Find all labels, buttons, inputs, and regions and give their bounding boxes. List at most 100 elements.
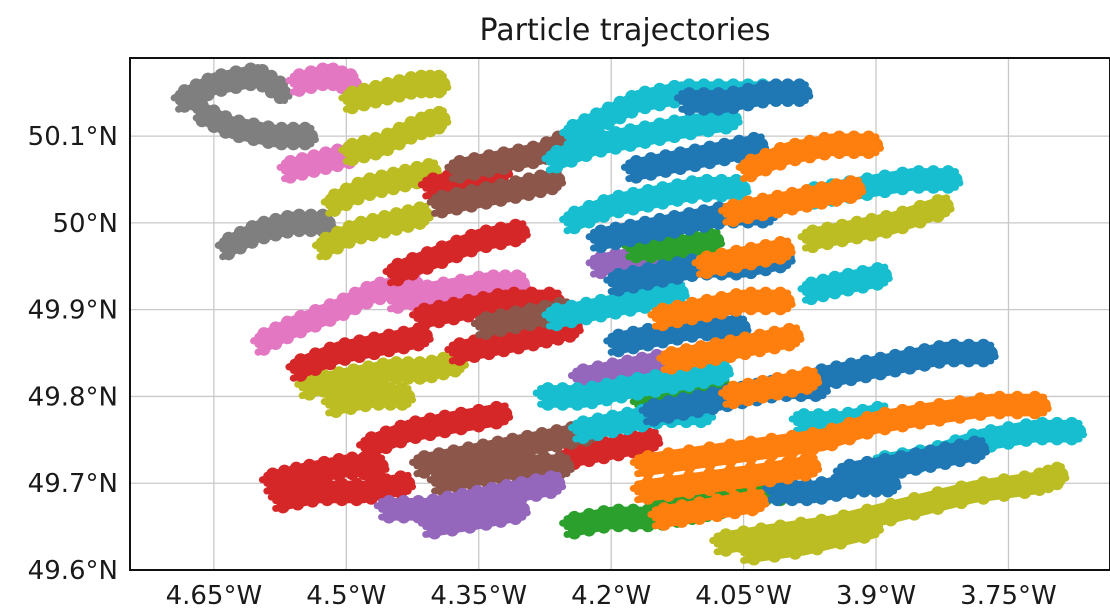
- trajectory-point: [729, 288, 743, 302]
- trajectory-point: [703, 457, 717, 471]
- trajectory-point: [747, 552, 761, 566]
- trajectory-orange-63: [629, 390, 1052, 479]
- trajectory-point: [509, 305, 523, 319]
- trajectory-point: [461, 309, 475, 323]
- trajectory-point: [245, 235, 259, 249]
- trajectory-point: [550, 144, 564, 158]
- trajectory-line: [651, 489, 765, 514]
- trajectory-point: [685, 190, 699, 204]
- trajectory-point: [275, 137, 289, 151]
- trajectory-point: [670, 271, 684, 285]
- trajectory-point: [594, 309, 608, 323]
- trajectory-point: [582, 215, 596, 229]
- trajectory-point: [401, 356, 415, 370]
- trajectory-point: [770, 189, 784, 203]
- trajectory-point: [623, 218, 637, 232]
- trajectory-point: [860, 426, 874, 440]
- trajectory-point: [770, 205, 784, 219]
- trajectory-point: [768, 533, 782, 547]
- trajectory-point: [428, 510, 442, 524]
- trajectory-point: [688, 143, 702, 157]
- trajectory-point: [741, 377, 755, 391]
- trajectory-point: [494, 193, 508, 207]
- trajectory-point: [369, 95, 383, 109]
- trajectory-point: [753, 328, 767, 342]
- trajectory-point: [497, 146, 511, 160]
- trajectory-point: [682, 207, 696, 221]
- trajectory-point: [656, 302, 670, 316]
- trajectory-point: [932, 413, 946, 427]
- trajectory-point: [932, 398, 946, 412]
- trajectory-point: [609, 247, 623, 261]
- trajectory-point: [351, 176, 365, 190]
- trajectory-point: [907, 507, 921, 521]
- y-tick-label: 49.7°N: [28, 469, 118, 499]
- trajectory-point: [464, 199, 478, 213]
- trajectory-point: [741, 98, 755, 112]
- trajectory-endpoint: [939, 198, 954, 213]
- trajectory-point: [319, 247, 333, 261]
- trajectory-point: [912, 180, 926, 194]
- trajectory-point: [467, 167, 481, 181]
- trajectory-point: [470, 484, 484, 498]
- trajectory-point: [606, 409, 620, 423]
- trajectory-point: [214, 83, 228, 97]
- trajectory-point: [878, 169, 892, 183]
- trajectory-point: [450, 464, 464, 478]
- trajectory-orange-58: [718, 175, 867, 228]
- trajectory-olive-10: [311, 201, 434, 261]
- trajectory-orange-57: [735, 130, 884, 183]
- trajectory-point: [597, 505, 611, 519]
- trajectory-point: [307, 164, 321, 178]
- trajectory-point: [609, 221, 623, 235]
- trajectory-point: [800, 493, 814, 507]
- trajectory-point: [269, 337, 283, 351]
- trajectory-point: [556, 382, 570, 396]
- trajectory-point: [788, 137, 802, 151]
- trajectory-point: [372, 397, 386, 411]
- trajectory-point: [538, 451, 552, 465]
- trajectory-point: [308, 347, 322, 361]
- trajectory-point: [781, 78, 795, 92]
- trajectory-point: [307, 149, 321, 163]
- trajectory-blue-56: [762, 468, 902, 507]
- trajectory-point: [938, 457, 952, 471]
- trajectory-point: [703, 441, 717, 455]
- trajectory-point: [275, 121, 289, 135]
- trajectory-point: [797, 408, 811, 422]
- trajectory-point: [694, 355, 708, 369]
- trajectory-point: [357, 150, 371, 164]
- trajectory-point: [556, 397, 570, 411]
- trajectory-point: [214, 68, 228, 82]
- trajectory-point: [626, 186, 640, 200]
- trajectory-point: [467, 152, 481, 166]
- trajectory-point: [806, 442, 820, 456]
- trajectory-point: [629, 155, 643, 169]
- trajectory-point: [345, 467, 359, 481]
- trajectory-point: [585, 380, 599, 394]
- trajectory-endpoint: [515, 276, 530, 291]
- trajectory-point: [347, 363, 361, 377]
- trajectory-point: [420, 246, 434, 260]
- trajectory-endpoint: [789, 328, 804, 343]
- trajectory-point: [389, 356, 403, 370]
- trajectory-point: [759, 286, 773, 300]
- trajectory-point: [729, 244, 743, 258]
- trajectory-point: [670, 193, 684, 207]
- trajectory-point: [756, 79, 770, 93]
- trajectory-point: [319, 161, 333, 175]
- trajectory-point: [954, 496, 968, 510]
- trajectory-point: [392, 74, 406, 88]
- trajectory-point: [844, 357, 858, 371]
- trajectory-point: [609, 306, 623, 320]
- x-tick-label: 4.2°W: [571, 581, 651, 611]
- trajectory-point: [785, 186, 799, 200]
- trajectory-point: [456, 487, 470, 501]
- trajectory-point: [1018, 470, 1032, 484]
- trajectory-point: [638, 120, 652, 134]
- trajectory-endpoint: [780, 241, 795, 256]
- trajectory-endpoint: [727, 111, 742, 126]
- trajectory-point: [641, 450, 655, 464]
- trajectory-point: [626, 341, 640, 355]
- trajectory-point: [567, 510, 581, 524]
